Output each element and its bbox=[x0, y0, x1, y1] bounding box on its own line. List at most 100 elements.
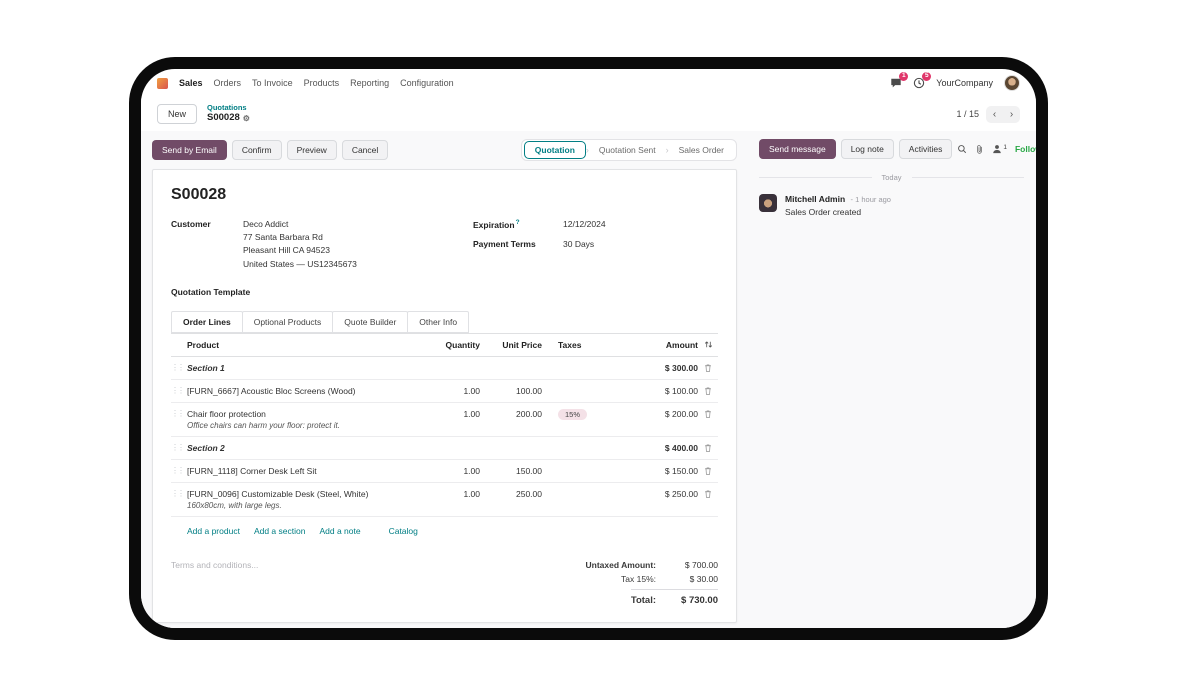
product-cell: Chair floor protection Office chairs can… bbox=[187, 403, 434, 436]
product-name[interactable]: [FURN_1118] Corner Desk Left Sit bbox=[187, 465, 317, 476]
pager-buttons bbox=[986, 105, 1020, 123]
activities-clock-icon[interactable]: 5 bbox=[913, 72, 932, 89]
gear-icon[interactable] bbox=[243, 114, 250, 123]
drag-handle-icon[interactable] bbox=[171, 380, 187, 401]
add-note-link[interactable]: Add a note bbox=[319, 525, 361, 536]
company-menu[interactable]: YourCompany bbox=[936, 78, 993, 88]
drag-handle-icon[interactable] bbox=[171, 357, 187, 378]
navbar-right: 1 5 YourCompany bbox=[890, 72, 1020, 91]
quantity-cell[interactable]: 1.00 bbox=[463, 465, 480, 476]
optional-columns-icon[interactable] bbox=[698, 334, 718, 355]
tax-badge[interactable]: 15% bbox=[558, 408, 588, 420]
confirm-button[interactable]: Confirm bbox=[231, 140, 282, 160]
customer-name-link[interactable]: Deco Addict bbox=[243, 219, 289, 229]
taxes-cell[interactable] bbox=[548, 465, 624, 477]
table-row[interactable]: Chair floor protection Office chairs can… bbox=[171, 403, 718, 437]
search-icon[interactable] bbox=[957, 144, 967, 154]
trash-icon[interactable] bbox=[698, 483, 718, 505]
drag-handle-icon[interactable] bbox=[171, 403, 187, 424]
followers-icon[interactable]: 1 bbox=[992, 144, 1007, 154]
user-avatar[interactable] bbox=[1004, 75, 1020, 91]
unit-price-cell[interactable]: 200.00 bbox=[516, 408, 542, 419]
unit-price-cell[interactable]: 150.00 bbox=[516, 465, 542, 476]
product-name[interactable]: [FURN_0096] Customizable Desk (Steel, Wh… bbox=[187, 488, 369, 499]
cancel-button[interactable]: Cancel bbox=[341, 140, 389, 160]
status-quotation[interactable]: Quotation bbox=[523, 141, 586, 159]
nav-item-reporting[interactable]: Reporting bbox=[350, 78, 390, 88]
messages-icon[interactable]: 1 bbox=[890, 72, 909, 89]
trash-icon[interactable] bbox=[698, 380, 718, 402]
terms-input[interactable]: Terms and conditions... bbox=[171, 559, 259, 570]
content-area: Send by Email Confirm Preview Cancel Quo… bbox=[141, 131, 1036, 628]
trash-icon[interactable] bbox=[698, 437, 718, 459]
send-message-button[interactable]: Send message bbox=[759, 139, 836, 159]
unit-price-cell[interactable]: 250.00 bbox=[516, 488, 542, 499]
nav-item-to-invoice[interactable]: To Invoice bbox=[252, 78, 293, 88]
nav-item-sales[interactable]: Sales bbox=[179, 78, 203, 88]
table-row[interactable]: [FURN_6667] Acoustic Bloc Screens (Wood)… bbox=[171, 380, 718, 403]
table-row[interactable]: [FURN_1118] Corner Desk Left Sit 1.00 15… bbox=[171, 460, 718, 483]
trash-icon[interactable] bbox=[698, 403, 718, 425]
expiration-value[interactable]: 12/12/2024 bbox=[563, 219, 606, 229]
message-author: Mitchell Admin bbox=[785, 194, 846, 204]
nav-item-orders[interactable]: Orders bbox=[213, 78, 242, 88]
log-note-button[interactable]: Log note bbox=[840, 139, 894, 159]
table-row[interactable]: [FURN_0096] Customizable Desk (Steel, Wh… bbox=[171, 483, 718, 517]
main-column: Send by Email Confirm Preview Cancel Quo… bbox=[141, 131, 747, 628]
page-title: S00028 bbox=[171, 186, 227, 203]
product-name[interactable]: [FURN_6667] Acoustic Bloc Screens (Wood) bbox=[187, 385, 356, 396]
header-unit-price[interactable]: Unit Price bbox=[502, 339, 542, 350]
payment-terms-value[interactable]: 30 Days bbox=[563, 239, 595, 250]
tab-order-lines[interactable]: Order Lines bbox=[171, 310, 243, 333]
section-name[interactable]: Section 2 bbox=[187, 442, 225, 453]
nav-item-products[interactable]: Products bbox=[303, 78, 340, 88]
preview-button[interactable]: Preview bbox=[286, 140, 337, 160]
activities-button[interactable]: Activities bbox=[898, 139, 953, 159]
status-sales-order[interactable]: Sales Order bbox=[678, 145, 724, 155]
header-amount[interactable]: Amount bbox=[665, 339, 698, 350]
section-name[interactable]: Section 1 bbox=[187, 362, 225, 373]
header-spacer bbox=[171, 339, 187, 351]
unit-price-cell[interactable]: 100.00 bbox=[516, 385, 542, 396]
notebook-tabs: Order Lines Optional Products Quote Buil… bbox=[171, 310, 718, 333]
app-grid-icon[interactable] bbox=[157, 77, 168, 89]
catalog-link[interactable]: Catalog bbox=[388, 525, 418, 536]
trash-icon[interactable] bbox=[698, 357, 718, 379]
nav-item-configuration[interactable]: Configuration bbox=[400, 78, 454, 88]
product-name[interactable]: Chair floor protection bbox=[187, 408, 266, 419]
pager-prev-icon[interactable] bbox=[986, 106, 1003, 123]
right-fields: Expiration? 12/12/2024 Payment Terms 30 … bbox=[473, 218, 606, 271]
drag-handle-icon[interactable] bbox=[171, 483, 187, 504]
tab-optional-products[interactable]: Optional Products bbox=[241, 310, 334, 333]
chatter-message: Mitchell Admin - 1 hour ago Sales Order … bbox=[759, 194, 1024, 217]
table-row-section[interactable]: Section 2 $ 400.00 bbox=[171, 437, 718, 460]
breadcrumb: Quotations S00028 bbox=[207, 104, 250, 124]
trash-icon[interactable] bbox=[698, 460, 718, 482]
quantity-cell[interactable]: 1.00 bbox=[463, 408, 480, 419]
status-bar: Quotation Quotation Sent Sales Order bbox=[520, 139, 737, 161]
quantity-cell[interactable]: 1.00 bbox=[463, 488, 480, 499]
header-taxes[interactable]: Taxes bbox=[558, 339, 582, 350]
taxes-cell[interactable]: 15% bbox=[548, 403, 624, 426]
following-toggle[interactable]: Following bbox=[1014, 144, 1036, 154]
send-by-email-button[interactable]: Send by Email bbox=[152, 140, 227, 160]
drag-handle-icon[interactable] bbox=[171, 437, 187, 458]
new-button[interactable]: New bbox=[157, 104, 198, 124]
add-section-link[interactable]: Add a section bbox=[253, 525, 306, 536]
quantity-cell[interactable]: 1.00 bbox=[463, 385, 480, 396]
drag-handle-icon[interactable] bbox=[171, 460, 187, 481]
help-icon[interactable]: ? bbox=[515, 219, 520, 226]
tab-quote-builder[interactable]: Quote Builder bbox=[332, 310, 409, 333]
app-window: Sales Orders To Invoice Products Reporti… bbox=[141, 69, 1036, 628]
header-product[interactable]: Product bbox=[187, 339, 220, 350]
taxes-cell[interactable] bbox=[548, 483, 624, 495]
attachment-icon[interactable] bbox=[975, 144, 984, 155]
add-product-link[interactable]: Add a product bbox=[187, 525, 240, 536]
taxes-cell[interactable] bbox=[548, 385, 624, 397]
header-quantity[interactable]: Quantity bbox=[445, 339, 480, 350]
table-row-section[interactable]: Section 1 $ 300.00 bbox=[171, 357, 718, 380]
breadcrumb-quotations-link[interactable]: Quotations bbox=[207, 103, 247, 113]
status-quotation-sent[interactable]: Quotation Sent bbox=[598, 145, 656, 155]
tab-other-info[interactable]: Other Info bbox=[407, 310, 470, 333]
pager-next-icon[interactable] bbox=[1003, 106, 1020, 123]
